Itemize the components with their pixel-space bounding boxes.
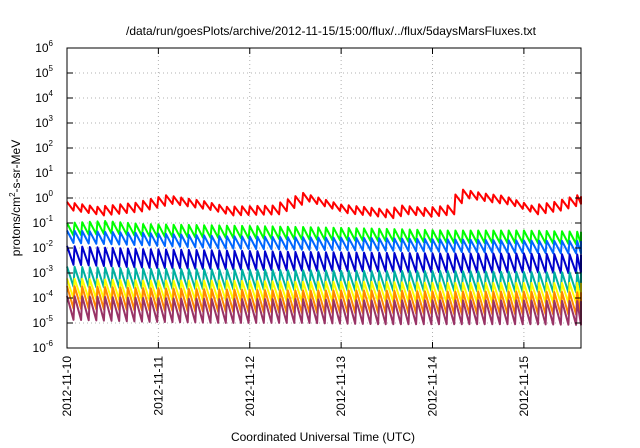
x-axis-label: Coordinated Universal Time (UTC) [231,430,415,444]
x-tick-label: 2012-11-10 [60,356,74,417]
y-tick-label: 102 [35,139,53,155]
x-tick-label: 2012-11-13 [334,356,348,417]
y-tick-label: 10-3 [33,264,54,280]
y-tick-label: 105 [35,64,53,80]
chart-title: /data/run/goesPlots/archive/2012-11-15/1… [126,24,537,38]
y-axis-label: protons/cm2-s-sr-MeV [8,140,23,256]
x-tick-label: 2012-11-14 [426,356,440,417]
x-axis: 2012-11-10 2012-11-11 2012-11-12 2012-11-13… [60,48,531,417]
y-tick-label: 101 [35,164,53,180]
y-axis: 10-6 10-5 10-4 10-3 10-2 10-1 100 101 102 103 104 1… [33,39,581,355]
y-tick-label: 10-1 [33,214,54,230]
series-layer [66,188,582,326]
y-tick-label: 10-5 [33,314,54,330]
series-line-2 [66,220,582,246]
x-tick-label: 2012-11-11 [151,356,165,416]
y-tick-label: 10-6 [33,339,54,355]
y-tick-label: 100 [35,189,53,205]
series-line-1 [66,188,582,220]
series-line-4 [66,245,582,275]
x-tick-label: 2012-11-15 [517,356,531,417]
y-tick-label: 103 [35,114,53,130]
series-line-8 [66,295,582,326]
x-tick-label: 2012-11-12 [243,356,257,417]
y-tick-label: 10-2 [33,239,54,255]
y-tick-label: 10-4 [33,289,54,305]
y-tick-label: 106 [35,39,53,55]
series-line-3 [66,229,582,255]
y-tick-label: 104 [35,89,53,105]
